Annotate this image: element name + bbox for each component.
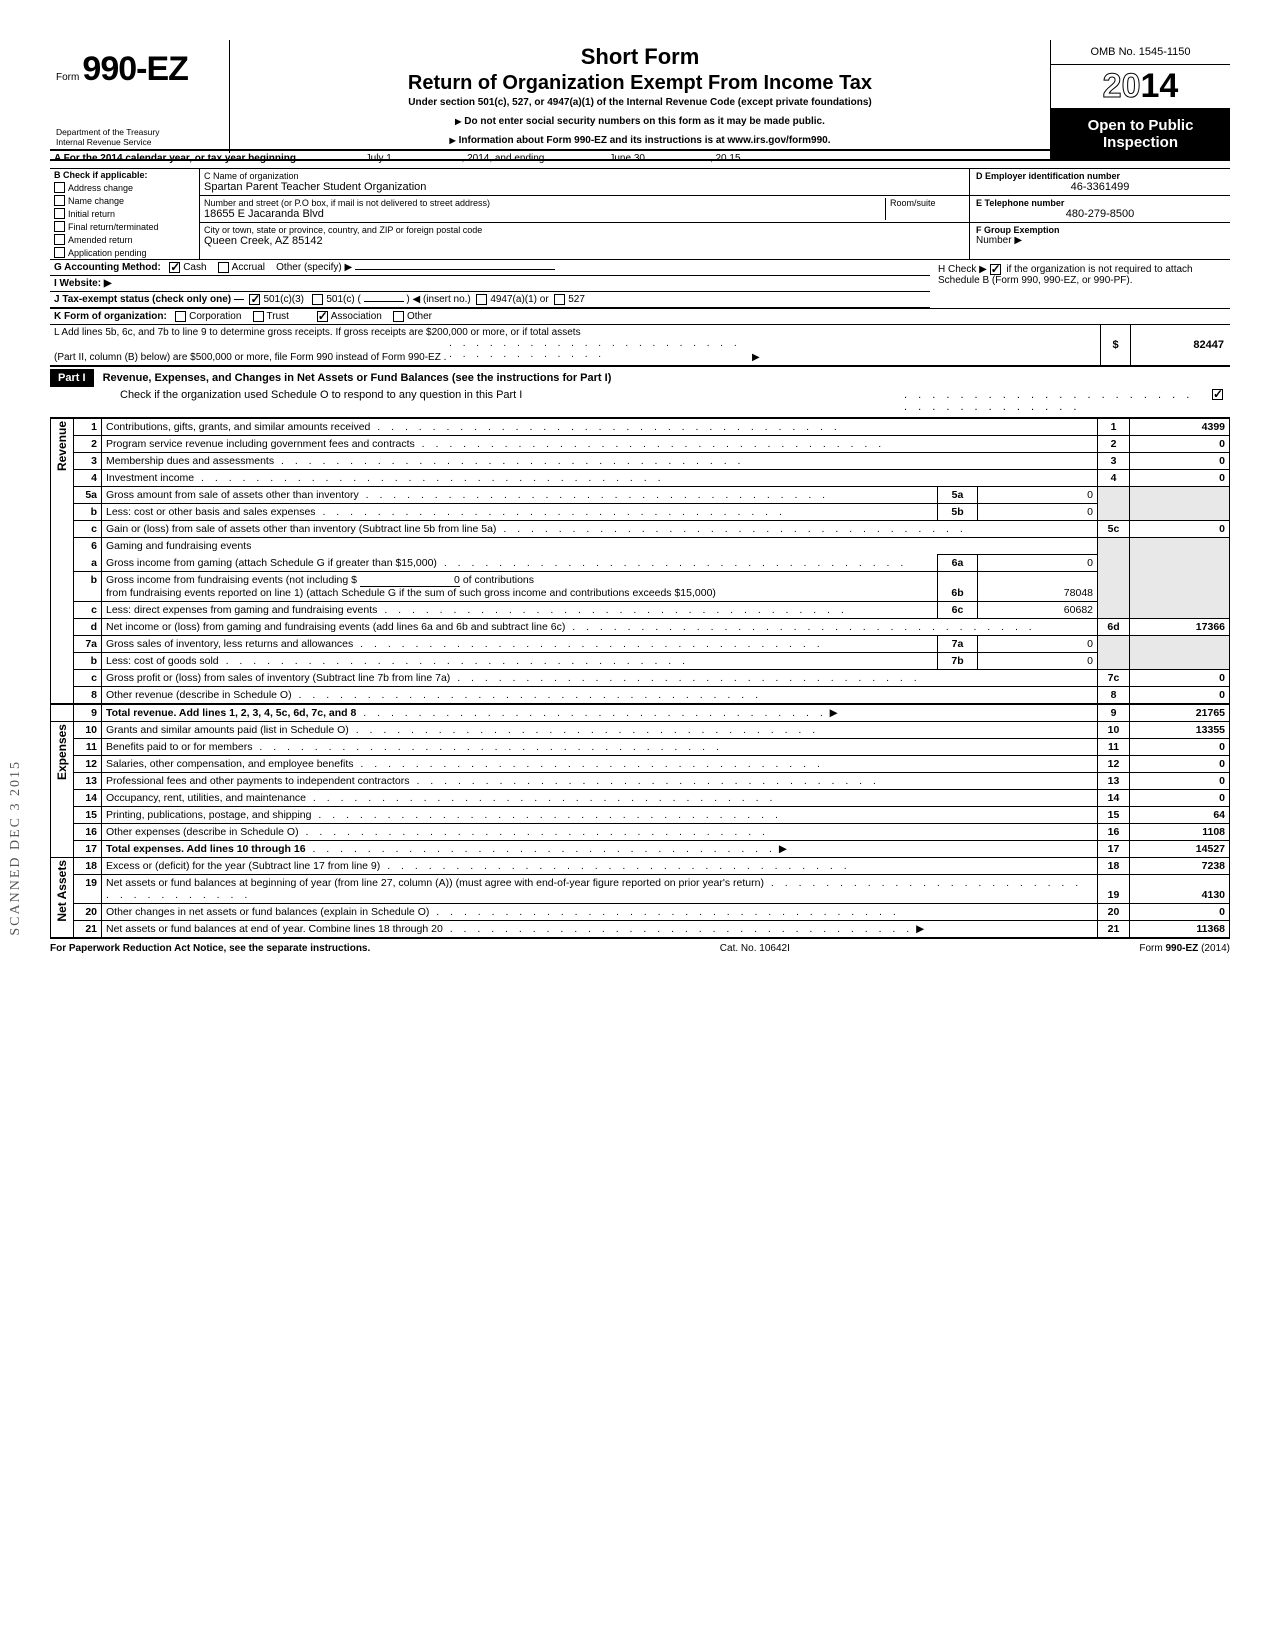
form-990ez: Form 990-EZ Short Form Return of Organiz… [50, 40, 1230, 958]
line-g: G Accounting Method: Cash Accrual Other … [50, 260, 930, 276]
period-end-year: 15 [729, 153, 740, 164]
amt-12: 0 [1130, 756, 1230, 773]
cb-schedule-b[interactable] [990, 264, 1001, 275]
amt-7a: 0 [978, 636, 1098, 653]
amt-3: 0 [1130, 453, 1230, 470]
amt-11: 0 [1130, 739, 1230, 756]
amt-18: 7238 [1130, 858, 1230, 875]
financial-table: Revenue 1 Contributions, gifts, grants, … [50, 418, 1230, 938]
title-under: Under section 501(c), 527, or 4947(a)(1)… [240, 97, 1040, 108]
line-j: J Tax-exempt status (check only one) — 5… [50, 292, 930, 308]
revenue-label: Revenue [55, 421, 69, 471]
amt-8: 0 [1130, 687, 1230, 705]
amt-5a: 0 [978, 487, 1098, 504]
scanned-stamp: SCANNED DEC 3 2015 [8, 760, 24, 936]
section-c: C Name of organization Spartan Parent Te… [200, 169, 970, 259]
period-end: June 30 [547, 153, 707, 164]
cb-501c3[interactable] [249, 294, 260, 305]
cb-other-org[interactable] [393, 311, 404, 322]
amt-6a: 0 [978, 555, 1098, 572]
org-city: Queen Creek, AZ 85142 [204, 235, 965, 247]
amt-19: 4130 [1130, 875, 1230, 904]
cb-final-return[interactable] [54, 221, 65, 232]
amt-9: 21765 [1130, 704, 1230, 722]
form-prefix: Form [56, 72, 79, 83]
omb-number: OMB No. 1545-1150 [1051, 40, 1230, 65]
amt-17: 14527 [1130, 841, 1230, 858]
cb-initial-return[interactable] [54, 208, 65, 219]
cb-amended[interactable] [54, 234, 65, 245]
amt-6b: 78048 [978, 572, 1098, 602]
ein: 46-3361499 [976, 181, 1224, 193]
cb-name-change[interactable] [54, 195, 65, 206]
amt-16: 1108 [1130, 824, 1230, 841]
phone: 480-279-8500 [976, 208, 1224, 220]
org-info-block: B Check if applicable: Address change Na… [50, 169, 1230, 260]
amt-5c: 0 [1130, 521, 1230, 538]
line-i: I Website: ▶ [50, 276, 930, 292]
amt-21: 11368 [1130, 921, 1230, 938]
footer-catno: Cat. No. 10642I [720, 943, 790, 954]
title-return: Return of Organization Exempt From Incom… [240, 72, 1040, 95]
cb-501c[interactable] [312, 294, 323, 305]
netassets-label: Net Assets [55, 860, 69, 922]
amt-6d: 17366 [1130, 619, 1230, 636]
cb-corp[interactable] [175, 311, 186, 322]
amt-4: 0 [1130, 470, 1230, 487]
dept-treasury: Department of the Treasury Internal Reve… [50, 125, 230, 149]
amt-1: 4399 [1130, 419, 1230, 436]
cb-cash[interactable] [169, 262, 180, 273]
amt-2: 0 [1130, 436, 1230, 453]
amt-7b: 0 [978, 653, 1098, 670]
b-header: B Check if applicable: [50, 169, 199, 181]
amt-6c: 60682 [978, 602, 1098, 619]
amt-7c: 0 [1130, 670, 1230, 687]
section-b: B Check if applicable: Address change Na… [50, 169, 200, 259]
part1-header: Part I Revenue, Expenses, and Changes in… [50, 367, 1230, 418]
footer: For Paperwork Reduction Act Notice, see … [50, 938, 1230, 958]
amt-10: 13355 [1130, 722, 1230, 739]
form-number: 990-EZ [82, 50, 188, 88]
section-de: D Employer identification number 46-3361… [970, 169, 1230, 259]
line-h: H Check ▶ if the organization is not req… [930, 260, 1230, 308]
cb-trust[interactable] [253, 311, 264, 322]
line-l: L Add lines 5b, 6c, and 7b to line 9 to … [50, 325, 1100, 365]
title-short-form: Short Form [240, 44, 1040, 70]
line-a-period: A For the 2014 calendar year, or tax yea… [50, 151, 1230, 169]
cb-schedule-o[interactable] [1212, 389, 1223, 400]
cb-4947[interactable] [476, 294, 487, 305]
cb-address-change[interactable] [54, 182, 65, 193]
org-street: 18655 E Jacaranda Blvd [204, 208, 885, 220]
footer-form: 990-EZ [1166, 943, 1199, 954]
cb-assoc[interactable] [317, 311, 328, 322]
org-name: Spartan Parent Teacher Student Organizat… [204, 181, 965, 193]
footer-paperwork: For Paperwork Reduction Act Notice, see … [50, 943, 370, 954]
amt-5b: 0 [978, 504, 1098, 521]
period-begin: July 1 [299, 153, 459, 164]
line-k: K Form of organization: Corporation Trus… [50, 309, 1230, 325]
gross-receipts: 82447 [1130, 325, 1230, 365]
tax-year: 2014 [1051, 65, 1230, 109]
cb-app-pending[interactable] [54, 247, 65, 258]
amt-13: 0 [1130, 773, 1230, 790]
cb-accrual[interactable] [218, 262, 229, 273]
amt-14: 0 [1130, 790, 1230, 807]
cb-527[interactable] [554, 294, 565, 305]
amt-20: 0 [1130, 904, 1230, 921]
expenses-label: Expenses [55, 724, 69, 780]
amt-15: 64 [1130, 807, 1230, 824]
